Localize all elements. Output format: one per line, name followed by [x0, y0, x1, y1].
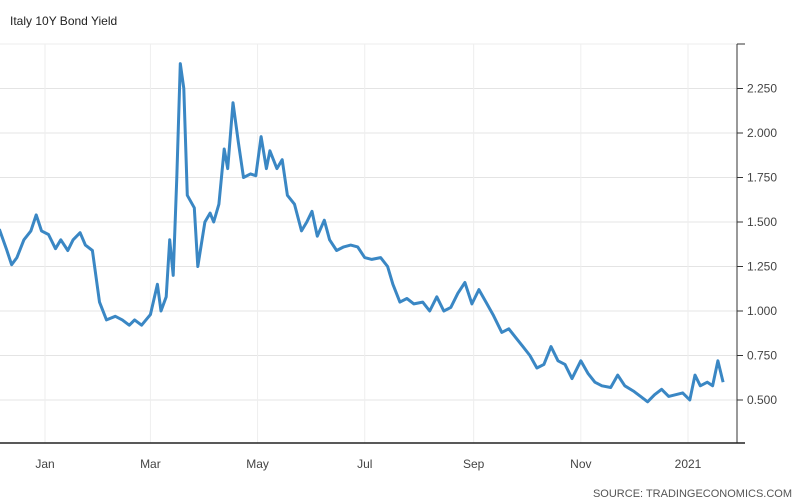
y-tick-label: 0.750 — [747, 349, 777, 363]
x-tick-label: 2021 — [675, 457, 702, 471]
yield-series-line — [0, 62, 725, 404]
y-tick-label: 0.500 — [747, 393, 777, 407]
y-tick-label: 2.250 — [747, 82, 777, 96]
chart-title: Italy 10Y Bond Yield — [10, 14, 118, 28]
y-tick-label: 1.750 — [747, 171, 777, 185]
y-tick-label: 1.250 — [747, 260, 777, 274]
x-tick-label: Nov — [570, 457, 591, 471]
x-tick-label: Jul — [357, 457, 372, 471]
x-tick-label: Sep — [463, 457, 485, 471]
source-label: SOURCE: TRADINGECONOMICS.COM — [592, 488, 792, 500]
y-tick-label: 1.000 — [747, 304, 777, 318]
x-tick-label: May — [246, 457, 269, 471]
y-tick-label: 1.500 — [747, 215, 777, 229]
y-tick-label: 2.000 — [747, 126, 777, 140]
x-tick-label: Jan — [35, 457, 54, 471]
x-tick-label: Mar — [140, 457, 161, 471]
